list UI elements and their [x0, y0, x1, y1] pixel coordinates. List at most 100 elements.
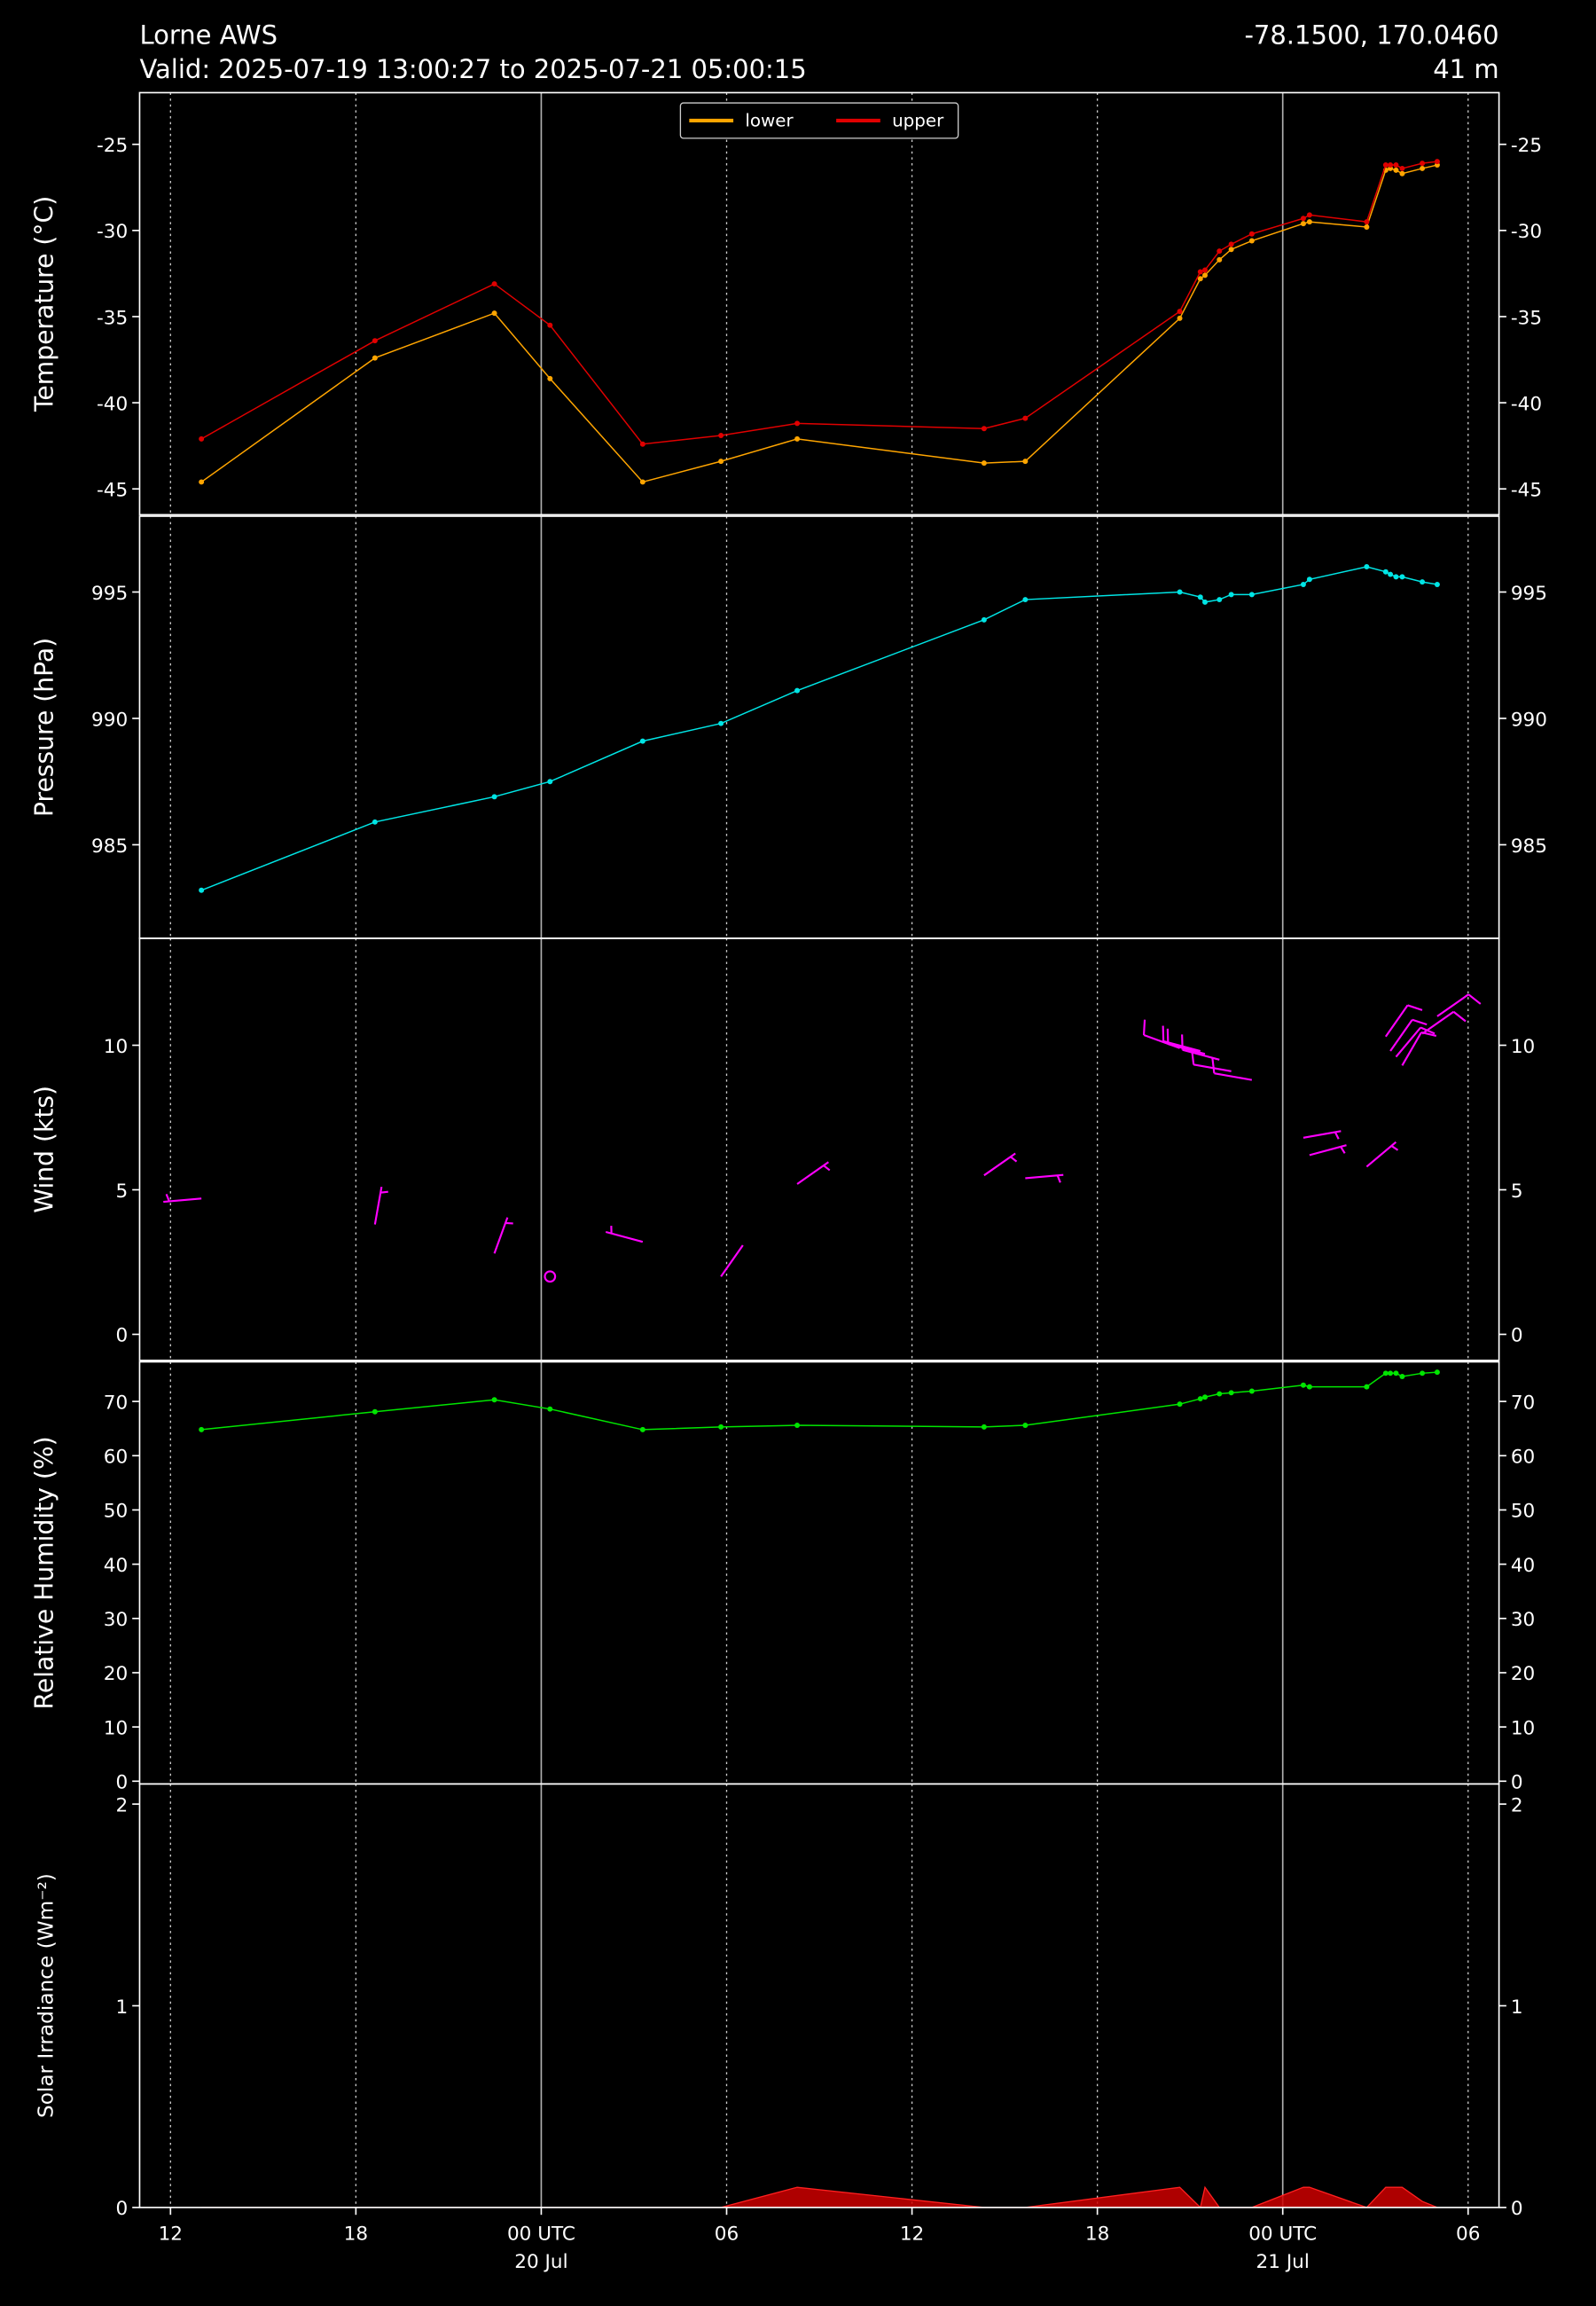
y-tick-label: 990: [91, 709, 128, 731]
plot-area: [201, 2185, 1438, 2208]
data-point: [1434, 1369, 1440, 1376]
data-point: [1388, 571, 1394, 577]
y-tick-label: 0: [115, 2198, 128, 2220]
data-point: [1177, 315, 1183, 321]
y-tick-label: -35: [97, 307, 128, 329]
data-point: [1300, 221, 1306, 227]
data-point: [794, 420, 801, 427]
data-point: [1177, 589, 1183, 595]
data-point: [1399, 574, 1405, 580]
data-point: [1364, 1384, 1370, 1390]
plot-area: [199, 1369, 1440, 1432]
data-point: [1217, 256, 1223, 263]
data-point: [1197, 594, 1203, 600]
y-tick-label-right: 990: [1511, 709, 1547, 731]
data-point: [1197, 269, 1203, 275]
wind-barb: [1421, 1010, 1467, 1035]
y-tick-label: 5: [115, 1180, 128, 1203]
wind-barb: [373, 1186, 388, 1225]
y-tick-label: 985: [91, 835, 128, 858]
y-tick-label-right: 20: [1511, 1663, 1535, 1685]
data-point: [1420, 1370, 1426, 1377]
y-tick-label: 1: [115, 1996, 128, 2019]
y-tick-label: 10: [104, 1036, 128, 1058]
data-point: [718, 459, 724, 465]
data-point: [1217, 1391, 1223, 1397]
data-point: [1434, 159, 1440, 165]
data-point: [1388, 162, 1394, 169]
data-point: [1300, 216, 1306, 222]
panel-frame: [138, 91, 1500, 516]
data-point: [199, 479, 205, 485]
data-point: [794, 435, 801, 442]
legend-box: [679, 102, 959, 139]
data-point: [1177, 309, 1183, 315]
data-point: [1300, 581, 1306, 587]
data-point: [794, 687, 801, 694]
x-tick-label: 18: [344, 2223, 368, 2245]
wind-barb: [983, 1152, 1018, 1177]
data-point: [981, 616, 987, 623]
data-point: [1022, 415, 1029, 421]
data-point: [1228, 1390, 1234, 1396]
data-point: [1364, 224, 1370, 230]
data-point: [639, 1426, 645, 1432]
x-tick-label: 18: [1085, 2223, 1109, 2245]
y-tick-label-right: 30: [1511, 1609, 1535, 1631]
y-axis-label: Pressure (hPa): [30, 638, 59, 817]
data-point: [718, 720, 724, 726]
data-point: [199, 887, 205, 893]
y-tick-label: 995: [91, 583, 128, 605]
wind-barb: [605, 1226, 644, 1243]
y-tick-label: 0: [115, 1325, 128, 1347]
data-point: [1197, 276, 1203, 282]
x-tick-label: 06: [1456, 2223, 1480, 2245]
y-tick-label-right: -30: [1511, 221, 1542, 243]
data-point: [639, 441, 645, 447]
data-point: [1420, 161, 1426, 167]
data-point: [1248, 1388, 1255, 1394]
y-tick-label-right: 60: [1511, 1447, 1535, 1469]
y-tick-label-right: 70: [1511, 1392, 1535, 1414]
data-point: [1399, 1373, 1405, 1379]
y-tick-label: -45: [97, 480, 128, 502]
plot-area: [199, 564, 1440, 893]
wind-calm: [544, 1270, 557, 1283]
y-tick-label: -25: [97, 135, 128, 157]
y-axis-label: Solar Irradiance (Wm⁻²): [35, 1873, 59, 2118]
y-tick-label-right: 2: [1511, 1794, 1523, 1816]
irradiance-area: [201, 2185, 1438, 2208]
plot-area: [199, 159, 1440, 485]
data-point: [1393, 167, 1399, 173]
y-tick-label-right: 10: [1511, 1036, 1535, 1058]
legend-label: lower: [745, 111, 794, 131]
x-tick-label: 12: [159, 2223, 183, 2245]
data-point: [372, 819, 378, 825]
data-point: [1393, 574, 1399, 580]
data-point: [1364, 219, 1370, 225]
data-point: [1388, 1370, 1394, 1377]
data-point: [1022, 1423, 1029, 1429]
wind-barb: [1191, 1049, 1232, 1072]
panel-frame: [138, 937, 1500, 1361]
data-point: [547, 1406, 553, 1412]
station-location: -78.1500, 170.0460: [1244, 20, 1498, 51]
wind-barb: [1166, 1028, 1206, 1055]
data-point: [1399, 170, 1405, 176]
wind-barb: [1389, 1018, 1428, 1052]
data-point: [1202, 267, 1208, 273]
wind-barb: [493, 1217, 513, 1254]
data-point: [1420, 579, 1426, 585]
data-point: [1300, 1382, 1306, 1388]
y-tick-label: 40: [104, 1555, 128, 1577]
station-title: Lorne AWS: [139, 20, 278, 51]
wind-barb: [1436, 993, 1482, 1017]
data-point: [491, 1397, 497, 1403]
y-tick-label-right: 1: [1511, 1996, 1523, 2019]
y-tick-label-right: 40: [1511, 1555, 1535, 1577]
data-point: [1197, 1396, 1203, 1402]
panel-frame: [138, 1783, 1500, 2208]
y-tick-label: 50: [104, 1501, 128, 1523]
